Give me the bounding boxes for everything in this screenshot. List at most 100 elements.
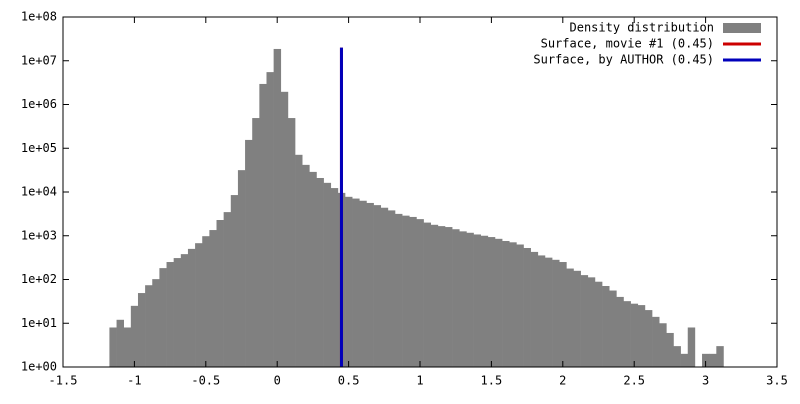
histogram-bar: [173, 258, 182, 367]
x-tick-label: 2.5: [623, 374, 645, 388]
histogram-bar: [552, 259, 560, 367]
histogram-bar: [437, 226, 446, 367]
histogram-bar: [716, 346, 724, 367]
histogram-bar: [530, 251, 539, 367]
histogram-bar: [494, 238, 503, 367]
histogram-bar: [366, 202, 374, 367]
histogram-bar: [359, 200, 367, 367]
histogram-bar: [252, 118, 260, 367]
histogram-bar: [587, 277, 596, 367]
histogram-bar: [323, 182, 332, 367]
histogram-bar: [109, 327, 117, 367]
histogram-bar: [209, 230, 217, 367]
x-tick-label: 0.5: [338, 374, 360, 388]
histogram-bar: [659, 323, 667, 367]
x-tick-label: 0: [274, 374, 281, 388]
y-tick-label: 1e+05: [21, 141, 57, 155]
x-tick-label: -1: [127, 374, 141, 388]
x-tick-label: -1.5: [49, 374, 78, 388]
histogram-bar: [566, 268, 574, 367]
histogram-bar: [616, 296, 624, 367]
histogram-bar: [280, 91, 289, 368]
histogram-bar: [416, 219, 424, 367]
histogram-bar: [302, 164, 310, 367]
histogram-bar: [295, 154, 303, 367]
histogram-bar: [687, 327, 696, 367]
histogram-bar: [559, 262, 567, 367]
histogram-bar: [345, 196, 353, 367]
histogram-bar: [594, 281, 603, 367]
histogram-bar: [473, 234, 481, 367]
histogram-bar: [480, 235, 489, 367]
histogram-bar: [516, 244, 524, 367]
histogram-bar: [352, 198, 360, 367]
histogram-bar: [159, 268, 167, 367]
histogram-bar: [452, 229, 460, 367]
histogram-bar: [459, 231, 467, 367]
histogram-bar: [666, 332, 674, 367]
histogram-bar: [444, 227, 453, 367]
histogram-bar: [330, 188, 339, 367]
y-tick-label: 1e+06: [21, 97, 57, 111]
histogram-bar: [180, 254, 189, 367]
legend-swatch: [723, 23, 761, 33]
histogram-bar: [644, 310, 653, 367]
x-tick-label: 1: [416, 374, 423, 388]
histogram-bar: [502, 240, 510, 367]
histogram-bar: [652, 316, 660, 367]
histogram-bar: [673, 346, 681, 367]
histogram-bar: [116, 319, 124, 367]
histogram-bar: [609, 290, 617, 367]
histogram-bar: [466, 232, 474, 367]
histogram-bar: [287, 118, 296, 367]
histogram-bar: [187, 248, 196, 367]
histogram-bar: [259, 83, 267, 368]
x-tick-label: 3.5: [766, 374, 788, 388]
x-tick-label: 1.5: [481, 374, 503, 388]
histogram-bar: [123, 327, 132, 367]
histogram-bar: [373, 205, 382, 367]
histogram-bar: [423, 222, 432, 367]
histogram-bar: [573, 270, 581, 367]
histogram-bar: [230, 195, 239, 367]
histogram-bar: [580, 275, 589, 367]
y-tick-label: 1e+07: [21, 53, 57, 67]
legend-label: Surface, by AUTHOR (0.45): [533, 53, 714, 67]
y-tick-label: 1e+01: [21, 316, 57, 330]
histogram-bar: [152, 279, 160, 367]
x-tick-label: -0.5: [191, 374, 220, 388]
y-tick-label: 1e+02: [21, 272, 57, 286]
y-tick-label: 1e+03: [21, 228, 57, 242]
histogram-bar: [402, 215, 410, 367]
histogram-bar: [266, 72, 274, 367]
histogram-bar: [273, 48, 282, 368]
histogram-bar: [316, 177, 324, 367]
histogram-bar: [137, 293, 146, 367]
histogram-bar: [202, 236, 210, 367]
y-tick-label: 1e+04: [21, 185, 57, 199]
histogram-bar: [602, 286, 610, 367]
histogram-bar: [245, 139, 253, 367]
y-tick-label: 1e+08: [21, 10, 57, 24]
histogram-bar: [223, 212, 232, 367]
histogram-bar: [166, 262, 174, 367]
histogram-bar: [680, 353, 689, 367]
x-tick-label: 2: [559, 374, 566, 388]
histogram-bar: [430, 224, 439, 367]
histogram-bar: [637, 305, 646, 367]
histogram-bar: [523, 247, 531, 367]
histogram-bar: [130, 305, 139, 367]
legend-label: Surface, movie #1 (0.45): [541, 37, 714, 51]
histogram-bar: [709, 353, 717, 367]
histogram-bar: [702, 353, 710, 367]
histogram-bar: [544, 257, 553, 367]
x-tick-label: 3: [702, 374, 709, 388]
histogram-bar: [216, 220, 224, 367]
histogram-bar: [630, 303, 639, 367]
legend-label: Density distribution: [570, 21, 715, 35]
histogram-bar: [380, 207, 389, 367]
histogram-bar: [145, 285, 153, 367]
histogram-bar: [195, 243, 203, 367]
